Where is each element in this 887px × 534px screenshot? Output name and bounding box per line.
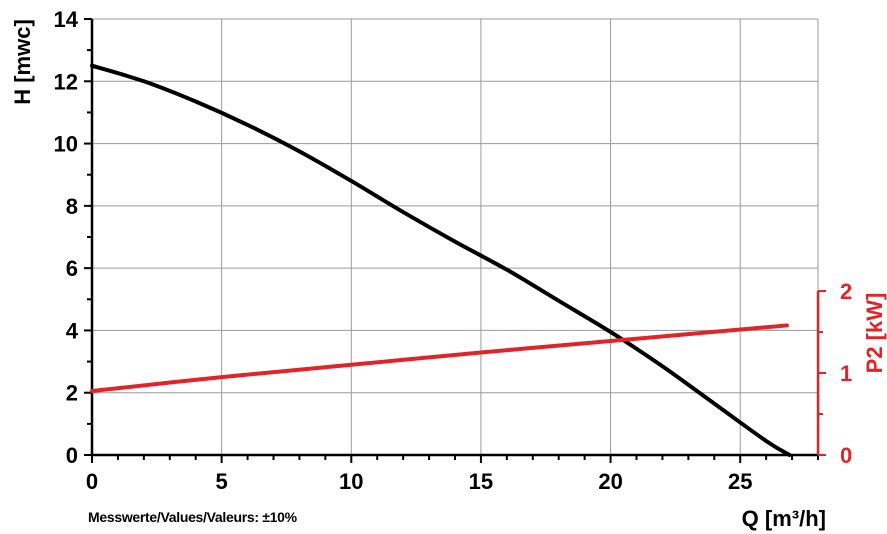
y-tick-label-4: 4 [66,318,79,343]
x-tick-label-25: 25 [728,469,752,494]
y-tick-label-12: 12 [54,69,78,94]
measurement-tolerance-note: Messwerte/Values/Valeurs: ±10% [88,509,298,525]
grid-lines [92,18,819,455]
x-tick-label-5: 5 [216,469,228,494]
axes [84,18,826,463]
y-tick-label-14: 14 [54,7,79,32]
x-tick-label-0: 0 [86,469,98,494]
series-line-h [90,63,792,457]
x-axis-title: Q [m³/h] [742,506,826,531]
y-tick-label-2: 2 [66,381,78,406]
x-tick-label-15: 15 [469,469,493,494]
y-tick-label-0: 0 [66,443,78,468]
x-tick-label-10: 10 [339,469,363,494]
y-axis-title: H [mwc] [10,19,35,105]
y-tick-label-6: 6 [66,256,78,281]
y2-tick-label-0: 0 [840,443,852,468]
y-tick-label-10: 10 [54,132,78,157]
x-tick-label-20: 20 [598,469,622,494]
series-line-p2 [90,323,789,394]
y2-axis-title: P2 [kW] [862,293,887,374]
series [90,63,792,457]
y-tick-label-8: 8 [66,194,78,219]
y2-tick-label-1: 1 [840,361,852,386]
y2-tick-label-2: 2 [840,279,852,304]
